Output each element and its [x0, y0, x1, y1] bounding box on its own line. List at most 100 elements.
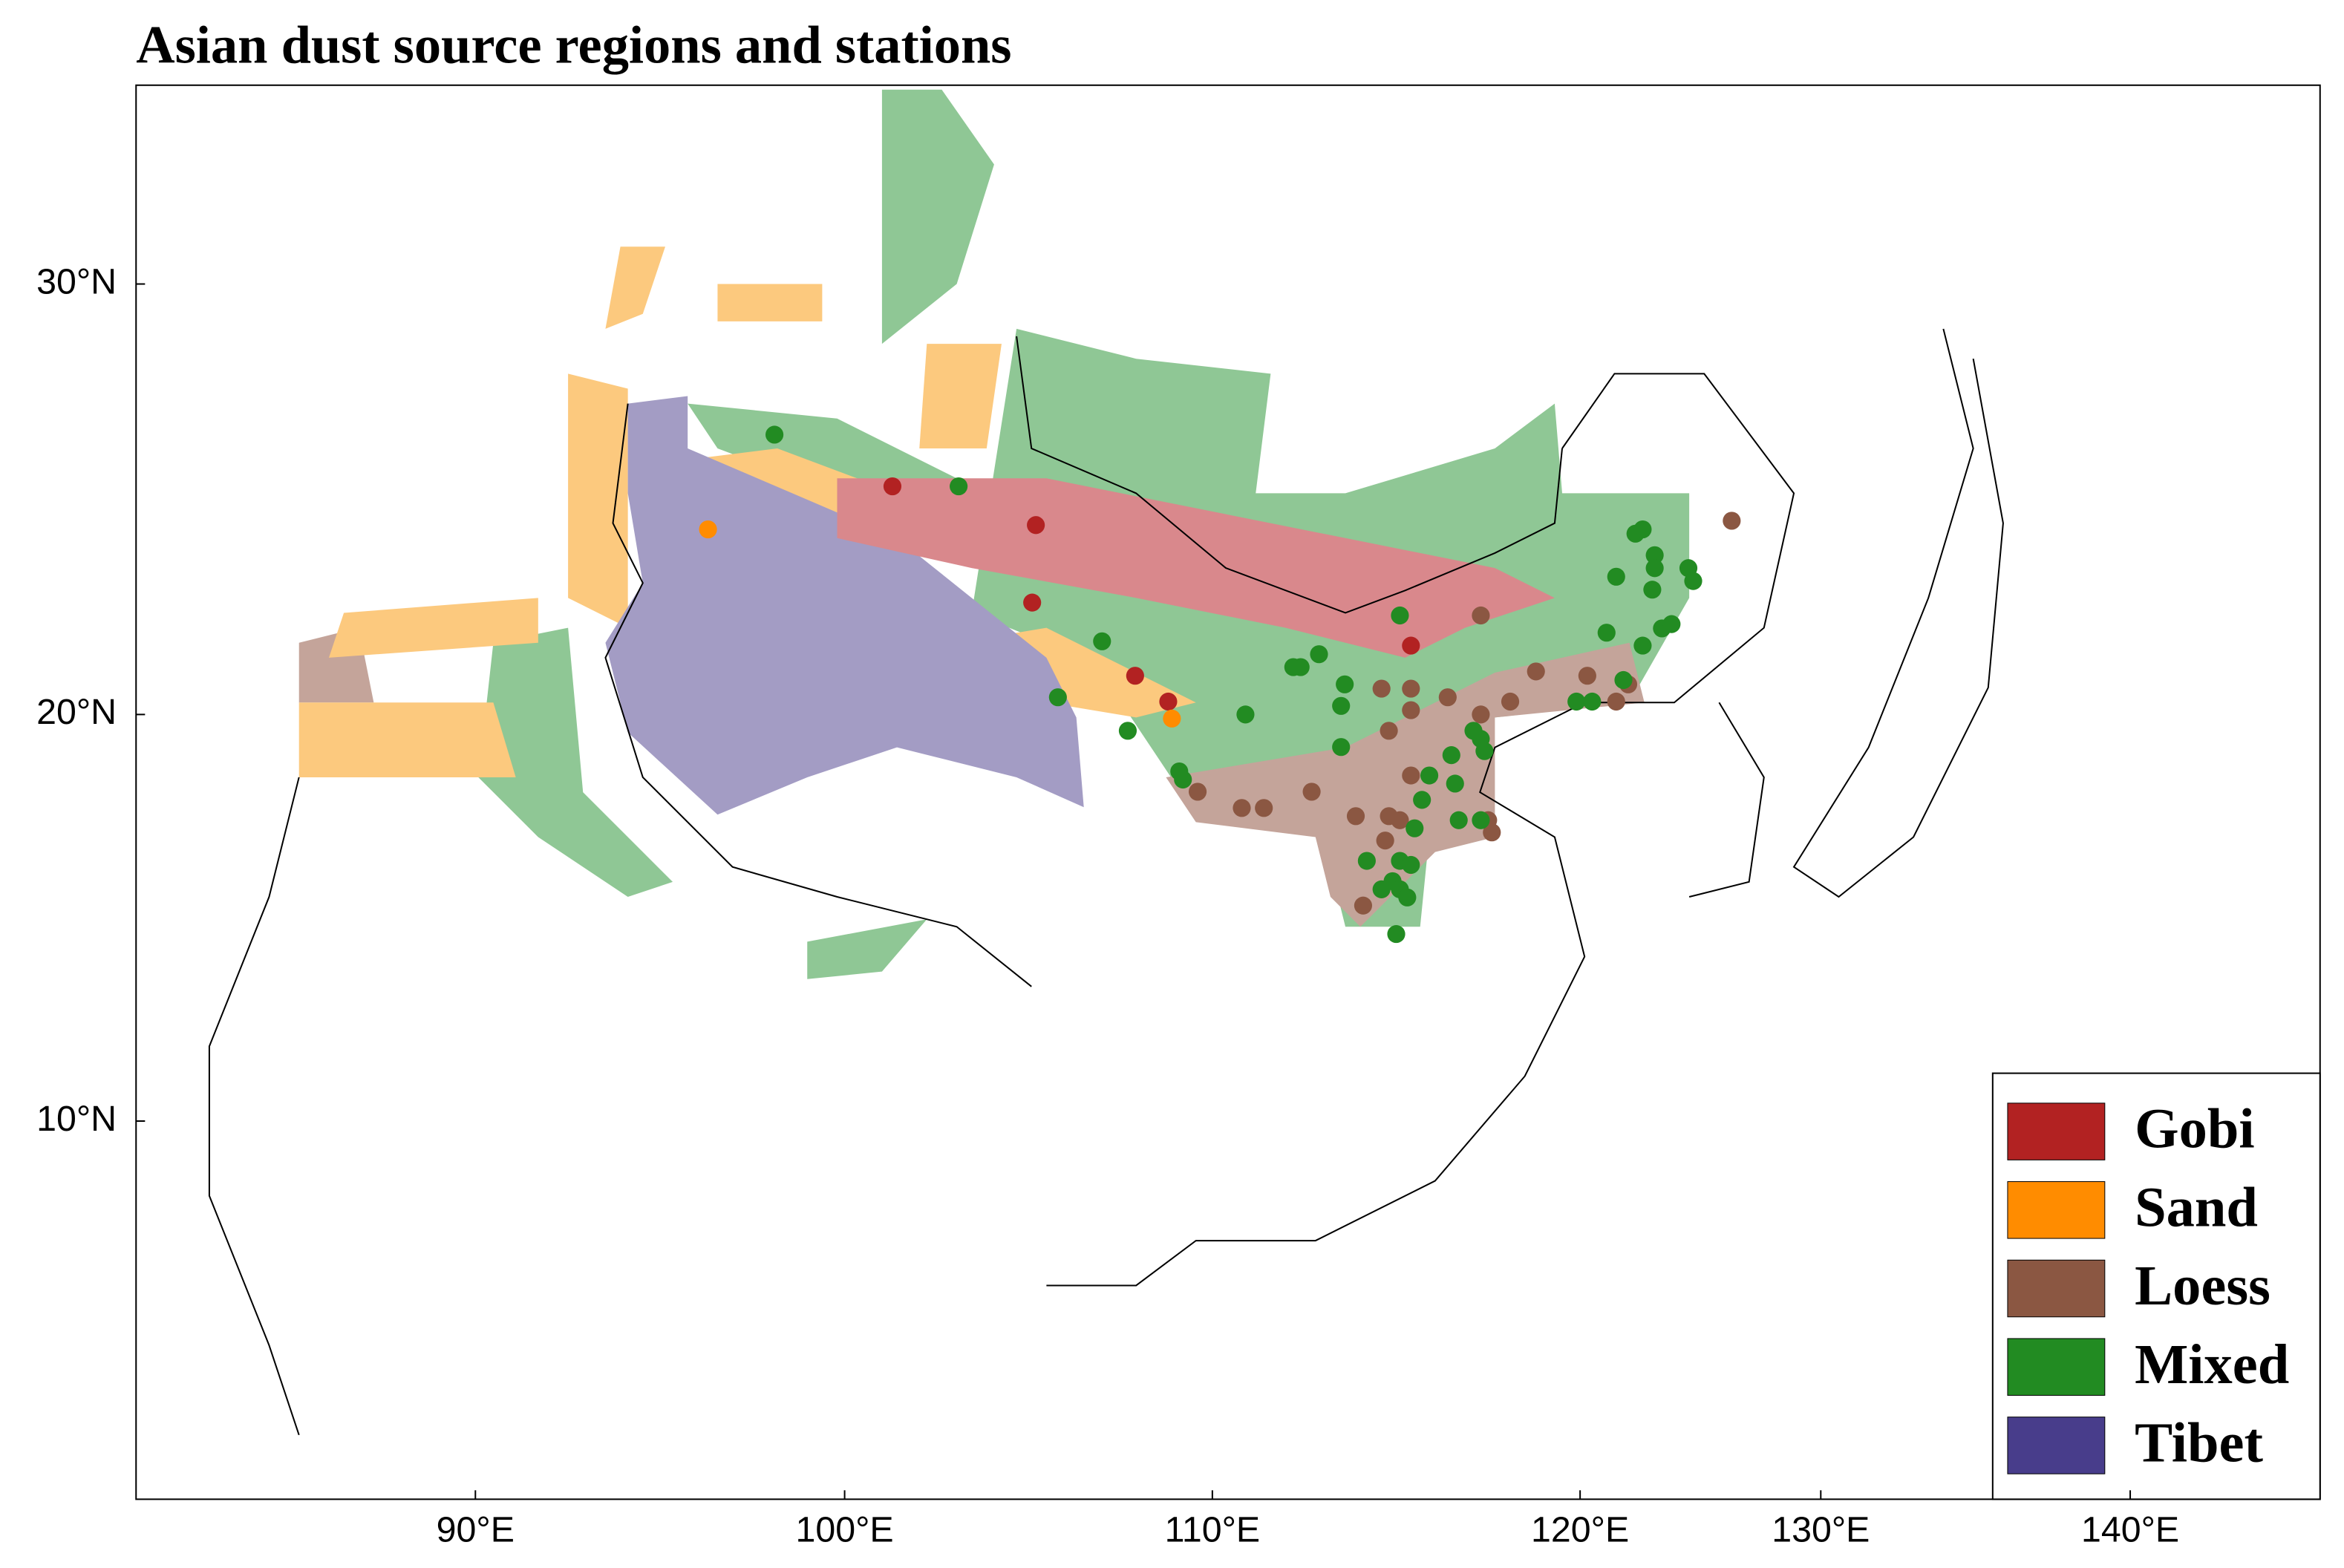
sand-region	[568, 373, 628, 628]
station	[1398, 888, 1417, 906]
station	[883, 477, 902, 496]
station	[1255, 799, 1273, 817]
station	[1475, 742, 1494, 760]
station	[1597, 624, 1616, 642]
legend-label: Loess	[2135, 1254, 2270, 1317]
station	[1387, 925, 1406, 944]
station	[1163, 709, 1181, 728]
station	[1420, 766, 1439, 785]
coastline	[208, 777, 300, 1436]
station	[1402, 701, 1420, 719]
station	[1583, 692, 1602, 711]
station	[1402, 679, 1420, 698]
legend-swatch	[2007, 1259, 2106, 1318]
station	[1023, 593, 1042, 612]
station	[1472, 606, 1490, 625]
legend-label: Tibet	[2135, 1411, 2263, 1474]
legend-swatch	[2007, 1102, 2106, 1160]
station	[1442, 746, 1460, 765]
x-tick-label: 110°E	[1165, 1509, 1261, 1549]
station	[1302, 783, 1321, 801]
station	[1118, 722, 1137, 740]
station	[1645, 546, 1664, 564]
mixed-region	[478, 627, 673, 898]
station	[1567, 692, 1586, 711]
border-line	[604, 403, 1032, 987]
legend-label: Mixed	[2135, 1333, 2289, 1396]
legend-label: Gobi	[2135, 1097, 2255, 1160]
station	[1449, 811, 1468, 829]
legend-label: Sand	[2135, 1175, 2258, 1238]
station	[1402, 766, 1420, 785]
station	[1633, 636, 1652, 655]
tibet-region	[605, 396, 1084, 815]
station	[1332, 738, 1351, 757]
station	[1354, 896, 1373, 915]
station	[1645, 559, 1664, 578]
legend-swatch	[2007, 1181, 2106, 1239]
station	[1406, 819, 1424, 837]
station	[1174, 770, 1192, 789]
station	[950, 477, 968, 496]
station	[1472, 705, 1490, 724]
station	[1578, 667, 1596, 685]
station	[1413, 791, 1431, 809]
station	[1357, 852, 1376, 870]
sand-region	[717, 284, 823, 321]
station	[1614, 670, 1633, 690]
station	[1310, 645, 1328, 664]
sand-region	[328, 598, 538, 658]
y-tick-label: 20°N	[36, 692, 117, 732]
mixed-region	[688, 403, 957, 494]
station	[1643, 581, 1662, 599]
plot-frame	[135, 84, 2321, 1500]
station	[1159, 692, 1178, 711]
station	[1662, 615, 1681, 633]
station	[1402, 636, 1420, 655]
station	[1607, 567, 1625, 586]
station	[1472, 811, 1490, 829]
station	[1684, 572, 1702, 590]
sand-region	[605, 246, 665, 329]
station	[1723, 512, 1741, 530]
station	[1048, 688, 1067, 707]
station	[1236, 705, 1255, 724]
x-tick-label: 120°E	[1531, 1509, 1629, 1549]
station	[1332, 696, 1351, 715]
x-tick-label: 130°E	[1772, 1509, 1870, 1549]
station	[1446, 774, 1464, 793]
gobi-region	[837, 478, 1555, 658]
y-tick-label: 10°N	[36, 1099, 117, 1139]
station	[1027, 516, 1045, 535]
station	[1093, 632, 1111, 650]
mixed-region	[881, 89, 994, 344]
station	[1346, 807, 1365, 826]
legend-swatch	[2007, 1338, 2106, 1396]
station	[1233, 799, 1251, 817]
station	[1527, 662, 1545, 681]
station	[1391, 811, 1409, 829]
sand-region	[919, 344, 1002, 449]
station	[1380, 722, 1398, 740]
coastline	[1792, 328, 2004, 898]
coastline	[1688, 702, 1765, 898]
station	[1402, 855, 1420, 875]
station	[1501, 692, 1520, 711]
country-borders	[208, 328, 2004, 1436]
mixed-region	[807, 919, 927, 979]
station	[1376, 832, 1394, 850]
border-line	[1016, 336, 1563, 614]
station	[1438, 688, 1457, 707]
y-tick-label: 30°N	[36, 261, 117, 301]
station	[1188, 783, 1207, 801]
station	[1483, 823, 1501, 842]
chart-title: Asian dust source regions and stations	[136, 15, 1011, 75]
sand-region	[298, 702, 516, 777]
station	[1291, 658, 1310, 676]
station	[699, 520, 717, 539]
station	[1336, 675, 1354, 693]
station	[1607, 692, 1625, 711]
x-tick-label: 100°E	[795, 1509, 893, 1549]
coastline	[1046, 373, 1795, 1287]
x-tick-label: 90°E	[437, 1509, 515, 1549]
